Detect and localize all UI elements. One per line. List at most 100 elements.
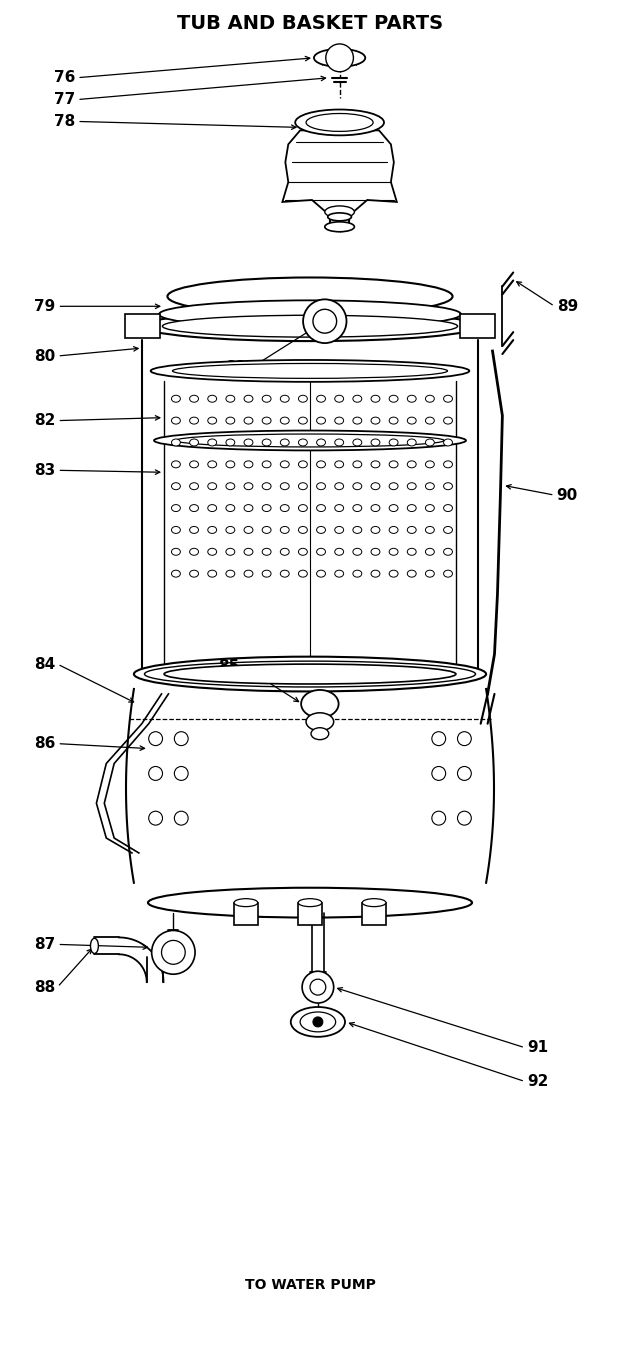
- Circle shape: [303, 299, 347, 344]
- Ellipse shape: [172, 527, 180, 533]
- Bar: [234, 903, 258, 925]
- Ellipse shape: [317, 417, 326, 424]
- Ellipse shape: [172, 548, 180, 555]
- Ellipse shape: [91, 938, 99, 953]
- Ellipse shape: [306, 713, 334, 731]
- Ellipse shape: [371, 439, 380, 446]
- Ellipse shape: [262, 439, 271, 446]
- Ellipse shape: [325, 206, 355, 218]
- Ellipse shape: [317, 483, 326, 490]
- Ellipse shape: [425, 439, 435, 446]
- Ellipse shape: [353, 548, 361, 555]
- Ellipse shape: [407, 548, 416, 555]
- Ellipse shape: [172, 505, 180, 512]
- Ellipse shape: [226, 483, 235, 490]
- Ellipse shape: [172, 396, 180, 402]
- Ellipse shape: [407, 439, 416, 446]
- Ellipse shape: [244, 483, 253, 490]
- Ellipse shape: [317, 527, 326, 533]
- Ellipse shape: [190, 548, 198, 555]
- Ellipse shape: [262, 461, 271, 468]
- Ellipse shape: [226, 461, 235, 468]
- Circle shape: [432, 767, 446, 780]
- Circle shape: [152, 930, 195, 974]
- Ellipse shape: [407, 483, 416, 490]
- Ellipse shape: [280, 461, 289, 468]
- Ellipse shape: [425, 527, 435, 533]
- Circle shape: [310, 979, 326, 996]
- Ellipse shape: [443, 548, 453, 555]
- Ellipse shape: [244, 570, 253, 577]
- Ellipse shape: [280, 505, 289, 512]
- Ellipse shape: [142, 311, 478, 341]
- Ellipse shape: [262, 570, 271, 577]
- Ellipse shape: [190, 396, 198, 402]
- Ellipse shape: [335, 570, 343, 577]
- Ellipse shape: [234, 899, 258, 907]
- Ellipse shape: [226, 505, 235, 512]
- Ellipse shape: [190, 505, 198, 512]
- Bar: [460, 314, 495, 338]
- Ellipse shape: [389, 417, 398, 424]
- Ellipse shape: [335, 505, 343, 512]
- Ellipse shape: [262, 417, 271, 424]
- Ellipse shape: [407, 527, 416, 533]
- Circle shape: [149, 767, 162, 780]
- Circle shape: [149, 731, 162, 746]
- Ellipse shape: [389, 505, 398, 512]
- Bar: [298, 903, 322, 925]
- Bar: [125, 314, 160, 338]
- Text: 91: 91: [527, 1041, 548, 1056]
- Ellipse shape: [291, 1007, 345, 1037]
- Text: TUB AND BASKET PARTS: TUB AND BASKET PARTS: [177, 14, 443, 33]
- Ellipse shape: [443, 505, 453, 512]
- Circle shape: [174, 767, 188, 780]
- Ellipse shape: [172, 417, 180, 424]
- Text: 92: 92: [527, 1073, 549, 1088]
- Ellipse shape: [389, 527, 398, 533]
- Ellipse shape: [328, 213, 352, 221]
- Ellipse shape: [159, 300, 461, 329]
- Ellipse shape: [317, 396, 326, 402]
- Ellipse shape: [244, 461, 253, 468]
- Ellipse shape: [280, 570, 289, 577]
- Ellipse shape: [208, 527, 216, 533]
- Ellipse shape: [262, 505, 271, 512]
- Ellipse shape: [443, 483, 453, 490]
- Ellipse shape: [317, 505, 326, 512]
- Ellipse shape: [208, 461, 216, 468]
- Text: 89: 89: [557, 299, 578, 314]
- Text: 80: 80: [34, 349, 55, 363]
- Text: 88: 88: [34, 979, 55, 994]
- Text: 78: 78: [54, 115, 75, 130]
- Ellipse shape: [335, 439, 343, 446]
- Ellipse shape: [335, 461, 343, 468]
- Ellipse shape: [407, 417, 416, 424]
- Ellipse shape: [325, 222, 355, 232]
- Ellipse shape: [314, 49, 365, 67]
- Ellipse shape: [335, 483, 343, 490]
- Ellipse shape: [371, 396, 380, 402]
- Ellipse shape: [190, 527, 198, 533]
- Circle shape: [313, 310, 337, 333]
- Circle shape: [458, 812, 471, 825]
- Ellipse shape: [167, 277, 453, 315]
- Ellipse shape: [226, 417, 235, 424]
- Ellipse shape: [190, 417, 198, 424]
- Ellipse shape: [172, 570, 180, 577]
- Circle shape: [302, 971, 334, 1003]
- Ellipse shape: [172, 363, 448, 378]
- Ellipse shape: [280, 527, 289, 533]
- Ellipse shape: [443, 439, 453, 446]
- Ellipse shape: [407, 461, 416, 468]
- Text: 86: 86: [34, 737, 55, 752]
- Ellipse shape: [353, 505, 361, 512]
- Ellipse shape: [353, 461, 361, 468]
- Ellipse shape: [443, 527, 453, 533]
- Ellipse shape: [425, 461, 435, 468]
- Ellipse shape: [280, 548, 289, 555]
- Ellipse shape: [371, 483, 380, 490]
- Circle shape: [174, 731, 188, 746]
- Ellipse shape: [362, 899, 386, 907]
- Ellipse shape: [317, 439, 326, 446]
